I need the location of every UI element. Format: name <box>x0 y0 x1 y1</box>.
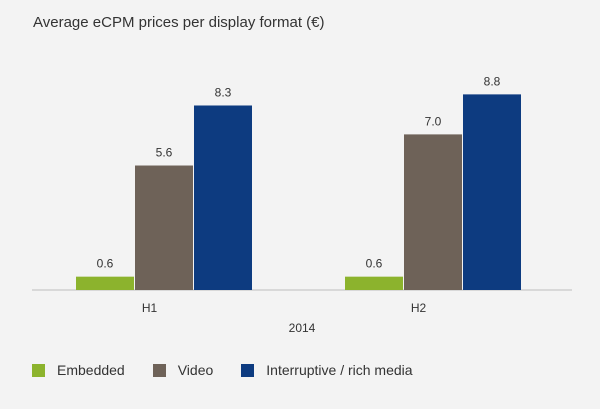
data-label: 0.6 <box>366 257 383 271</box>
legend: Embedded Video Interruptive / rich media <box>32 362 441 378</box>
data-label: 8.8 <box>484 74 501 88</box>
legend-swatch <box>32 363 45 377</box>
legend-swatch <box>241 363 255 377</box>
bar-embedded-h1 <box>76 276 134 290</box>
bar-interruptive-rich-media-h2 <box>463 94 521 290</box>
category-label: H1 <box>142 301 158 315</box>
data-label: 7.0 <box>425 114 442 128</box>
bar-embedded-h2 <box>345 276 403 290</box>
chart-title: Average eCPM prices per display format (… <box>33 14 325 31</box>
legend-item: Embedded <box>32 362 125 378</box>
data-label: 8.3 <box>215 85 232 99</box>
data-label: 5.6 <box>156 146 173 160</box>
legend-item: Video <box>152 362 214 378</box>
legend-label: Embedded <box>57 362 125 378</box>
x-axis-title: 2014 <box>289 321 316 335</box>
data-label: 0.6 <box>97 257 114 271</box>
bar-interruptive-rich-media-h1 <box>194 105 252 290</box>
legend-label: Interruptive / rich media <box>266 362 413 378</box>
legend-item: Interruptive / rich media <box>241 362 413 378</box>
bar-video-h2 <box>404 134 462 290</box>
bar-video-h1 <box>135 165 193 290</box>
legend-swatch <box>152 363 166 377</box>
category-label: H2 <box>411 301 427 315</box>
legend-label: Video <box>177 362 214 378</box>
